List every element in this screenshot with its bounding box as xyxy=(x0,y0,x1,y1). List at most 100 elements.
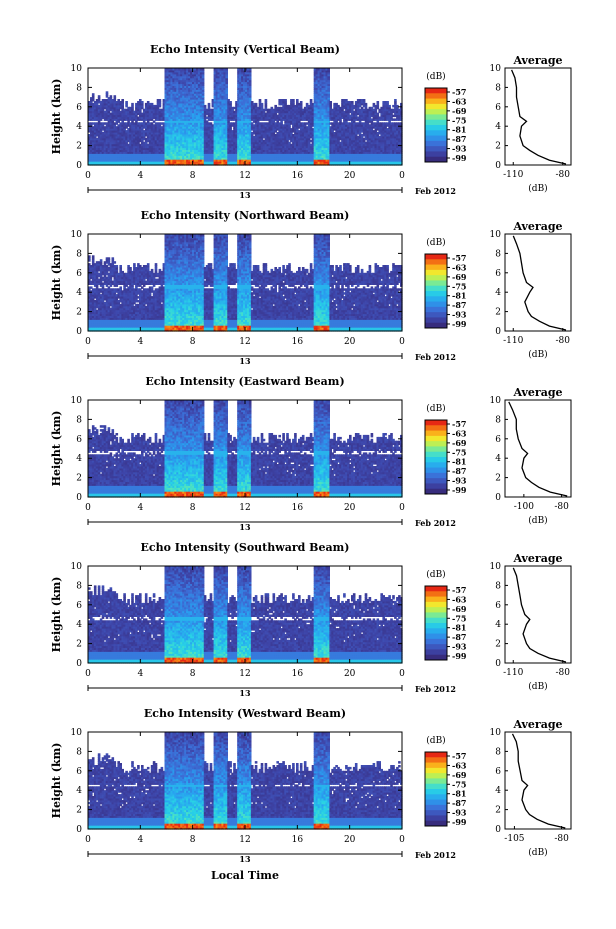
heatmap-cell xyxy=(172,104,175,108)
heatmap-cell xyxy=(137,157,140,160)
heatmap-cell xyxy=(203,141,207,145)
heatmap-cell xyxy=(166,102,170,106)
heatmap-cell xyxy=(164,155,168,158)
heatmap-cell xyxy=(107,122,111,125)
heatmap-cell xyxy=(172,73,175,77)
heatmap-cell xyxy=(188,139,191,143)
heatmap-cell xyxy=(221,145,224,149)
heatmap-cell xyxy=(141,141,144,145)
heatmap-cell xyxy=(239,143,242,147)
heatmap-cell xyxy=(172,116,175,119)
heatmap-cell xyxy=(99,112,103,116)
heatmap-cell xyxy=(164,137,168,141)
heatmap-cell xyxy=(184,141,187,145)
heatmap-cell xyxy=(217,145,221,149)
heatmap-cell xyxy=(211,126,215,129)
heatmap-cell xyxy=(172,114,175,118)
heatmap-cell xyxy=(219,163,223,166)
heatmap-cell xyxy=(127,128,130,131)
heatmap-cell xyxy=(195,141,199,145)
heatmap-cell xyxy=(184,97,187,100)
heatmap-cell xyxy=(245,157,248,160)
heatmap-cell xyxy=(162,134,166,137)
heatmap-cell xyxy=(164,132,168,135)
heatmap-cell xyxy=(160,118,164,121)
heatmap-cell xyxy=(117,114,120,118)
heatmap-cell xyxy=(239,73,242,77)
heatmap-cell xyxy=(201,77,205,81)
heatmap-cell xyxy=(121,145,124,149)
heatmap-cell xyxy=(156,102,160,106)
heatmap-cell xyxy=(184,135,187,139)
heatmap-cell xyxy=(190,118,193,121)
heatmap-cell xyxy=(207,143,211,147)
heatmap-cell xyxy=(144,153,148,156)
heatmap-cell xyxy=(170,122,173,125)
heatmap-cell xyxy=(221,122,224,125)
heatmap-cell xyxy=(190,145,193,149)
heatmap-cell xyxy=(241,104,244,108)
heatmap-cell xyxy=(223,116,226,119)
heatmap-cell xyxy=(107,155,111,158)
heatmap-cell xyxy=(199,101,203,104)
heatmap-cell xyxy=(219,87,223,90)
heatmap-cell xyxy=(205,151,209,154)
heatmap-cell xyxy=(172,110,175,114)
heatmap-cell xyxy=(190,151,193,154)
heatmap-cell xyxy=(203,106,207,110)
heatmap-cell xyxy=(215,151,219,154)
heatmap-cell xyxy=(129,151,132,154)
heatmap-cell xyxy=(211,99,215,102)
heatmap-cell xyxy=(237,128,240,131)
heatmap-cell xyxy=(199,71,203,75)
heatmap-cell xyxy=(105,143,109,147)
heatmap-cell xyxy=(137,124,140,127)
heatmap-cell xyxy=(168,101,172,104)
heatmap-cell xyxy=(221,149,224,152)
heatmap-cell xyxy=(160,114,164,118)
heatmap-cell xyxy=(146,120,150,123)
heatmap-cell xyxy=(109,122,113,125)
heatmap-cell xyxy=(284,99,287,102)
heatmap-cell xyxy=(241,101,244,104)
heatmap-cell xyxy=(215,77,219,81)
panel-0: Echo Intensity (Vertical Beam)0246810Hei… xyxy=(50,43,572,200)
heatmap-cell xyxy=(117,104,120,108)
heatmap-cell xyxy=(243,147,246,150)
heatmap-cell xyxy=(117,141,120,145)
heatmap-cell xyxy=(190,116,193,119)
heatmap-cell xyxy=(148,151,152,154)
heatmap-cell xyxy=(190,77,193,81)
heatmap-cell xyxy=(152,143,156,147)
heatmap-cell xyxy=(90,159,93,162)
heatmap-cell xyxy=(225,141,228,145)
heatmap-cell xyxy=(129,122,132,125)
heatmap-cell xyxy=(148,163,152,166)
heatmap-cell xyxy=(125,130,128,133)
heatmap-cell xyxy=(166,89,170,92)
heatmap-cell xyxy=(105,101,109,104)
heatmap-cell xyxy=(166,159,170,162)
heatmap-cell xyxy=(227,141,230,145)
heatmap-cell xyxy=(164,139,168,143)
heatmap-cell xyxy=(190,71,193,75)
heatmap-cell xyxy=(182,126,185,129)
heatmap-cell xyxy=(88,147,91,150)
heatmap-cell xyxy=(239,132,242,135)
heatmap-cell xyxy=(203,132,207,135)
heatmap-cell xyxy=(188,124,191,127)
heatmap-cell xyxy=(215,159,219,162)
heatmap-cell xyxy=(88,104,91,108)
heatmap-cell xyxy=(205,157,209,160)
heatmap-cell xyxy=(235,143,238,147)
heatmap-cell xyxy=(164,126,168,129)
heatmap-cell xyxy=(164,147,168,150)
heatmap-cell xyxy=(97,132,101,135)
heatmap-cell xyxy=(129,143,132,147)
heatmap-cell xyxy=(215,153,219,156)
heatmap-cell xyxy=(137,130,140,133)
heatmap-cell xyxy=(241,68,244,71)
heatmap-cell xyxy=(127,116,130,119)
heatmap-cell xyxy=(109,161,113,164)
heatmap-cell xyxy=(174,132,177,135)
